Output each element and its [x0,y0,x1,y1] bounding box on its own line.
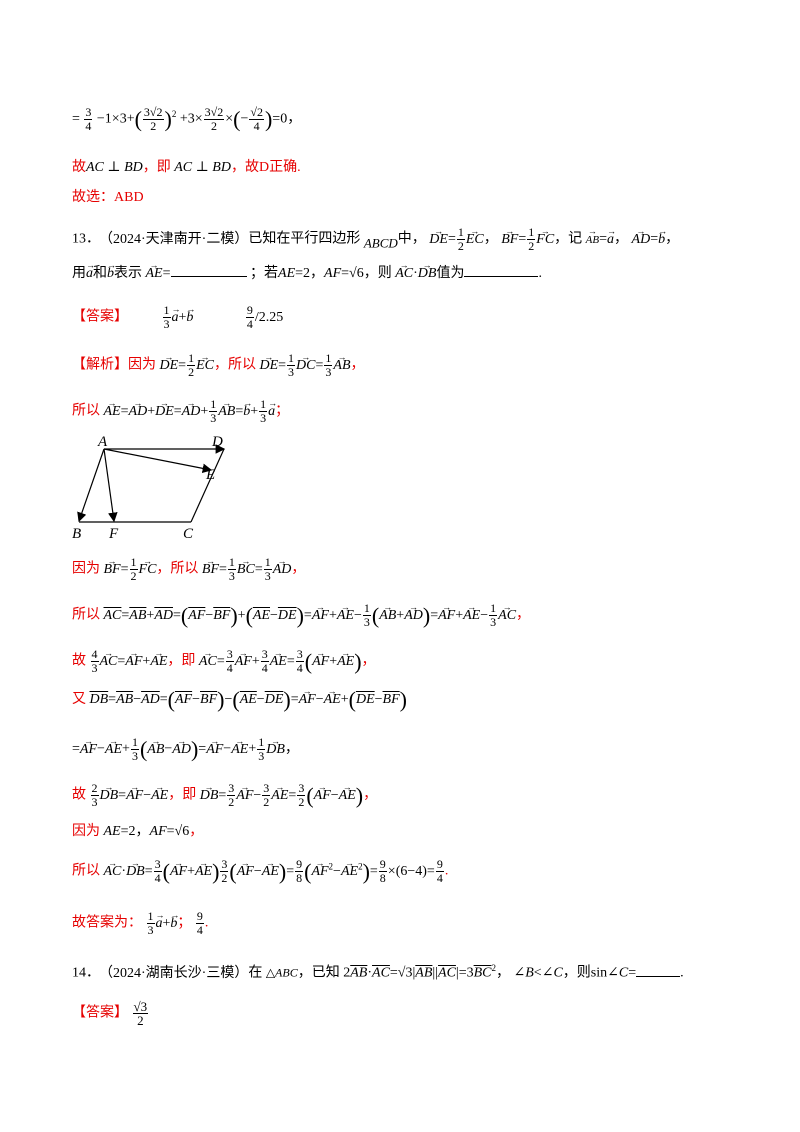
label-d: D [211,434,223,450]
label-b: B [72,526,81,542]
label-e: E [205,467,215,483]
label-a: A [97,434,108,450]
q13-analysis-6: 又 DB=AB−AD=(AF−BF)−(AE−DE)=AF−AE+(DE−BF) [72,681,407,710]
conclusion-perpendicular: 故AC ⊥ BD，即 AC ⊥ BD，故D正确. [72,160,301,175]
q13-analysis-9: 因为 AE=2，AF=√6， [72,824,204,839]
q14-blank[interactable] [636,975,681,977]
q13-stem-line1: 13．（2024·天津南开·二模）已知在平行四边形 ABCD中， DE=12EC… [72,221,679,254]
q13-blank-2[interactable] [464,276,539,277]
vector-ab [77,448,105,523]
side-dc [190,448,225,523]
parallelogram-figure: A D E B F C [72,434,226,542]
vector-ae [103,448,213,474]
label-c: C [183,526,194,542]
q13-final-answer: 故答案为： 13a+b； 94. [72,905,208,937]
q13-analysis-10: 所以 AC·DB=34(AF+AE)32(AF−AE)=98(AF2−AE2)=… [72,853,448,885]
q13-answer: 【答案】 13a+b 94/2.25 [72,299,283,331]
q14-answer: 【答案】 √3 2 [72,999,149,1028]
q13-stem-line2: 用a和b表示 AE= ；若AE=2，AF=√6，则 AC·DB值为. [72,255,542,284]
choice-answer: 故选：ABD [72,190,144,205]
q13-analysis-4: 所以 AC=AB+AD=(AF−BF)+(AE−DE)=AF+AE−13(AB+… [72,597,530,629]
q14-stem: 14． （2024·湖南长沙·三模）在 △ABC，已知 2AB·AC=√3|AB|… [72,963,684,981]
label-f: F [108,526,119,542]
q13-blank-1[interactable] [170,276,247,277]
vector-af [103,448,118,523]
